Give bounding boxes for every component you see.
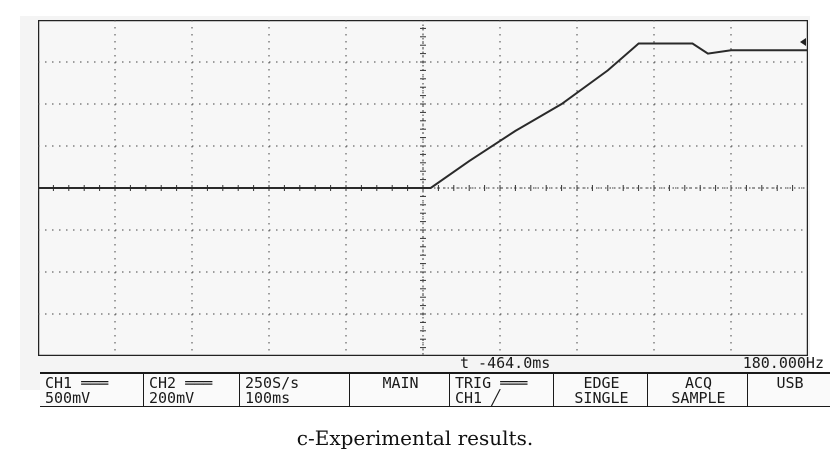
trigger-time-readout: t -464.0ms <box>460 354 551 372</box>
ch1-menu[interactable]: CH1 ═══ 500mV <box>40 374 144 406</box>
usb-label: USB <box>776 374 804 392</box>
trigger-menu[interactable]: TRIG ═══ CH1 ╱ <box>450 374 554 406</box>
waveform-screen: 1▸ <box>38 20 808 356</box>
ch1-scale: 500mV <box>45 389 91 406</box>
main-menu[interactable]: MAIN <box>350 374 450 406</box>
main-label: MAIN <box>382 374 419 392</box>
ch2-menu[interactable]: CH2 ═══ 200mV <box>144 374 240 406</box>
sample-rate: 250S/s <box>245 374 300 392</box>
acq-label: ACQ <box>684 374 713 392</box>
ch2-scale: 200mV <box>149 389 195 406</box>
status-line: t -464.0ms 180.000Hz <box>40 354 830 372</box>
waveform-line <box>38 42 808 189</box>
trigger-label: TRIG ═══ <box>455 374 528 392</box>
ch2-label: CH2 ═══ <box>149 374 213 392</box>
acquire-menu[interactable]: ACQ SAMPLE <box>648 374 748 406</box>
usb-menu[interactable]: USB <box>748 374 830 406</box>
frequency-readout: 180.000Hz <box>742 354 824 372</box>
horizontal-menu[interactable]: 250S/s 100ms <box>240 374 350 406</box>
softkey-bar: CH1 ═══ 500mV CH2 ═══ 200mV 250S/s 100ms… <box>40 372 830 407</box>
trigger-source: CH1 ╱ <box>455 389 501 406</box>
figure-caption: c-Experimental results. <box>296 426 534 450</box>
acq-mode: SAMPLE <box>671 389 726 406</box>
trigger-mode: SINGLE <box>574 389 629 406</box>
edge-menu[interactable]: EDGE SINGLE <box>554 374 648 406</box>
time-base: 100ms <box>245 389 291 406</box>
right-edge-marker <box>800 38 806 46</box>
ch1-trace <box>38 42 808 189</box>
oscilloscope-display: 1▸ t -464.0ms 180.000Hz CH1 ═══ 500mV CH… <box>20 16 830 407</box>
edge-label: EDGE <box>583 374 620 392</box>
ch1-label: CH1 ═══ <box>45 374 109 392</box>
